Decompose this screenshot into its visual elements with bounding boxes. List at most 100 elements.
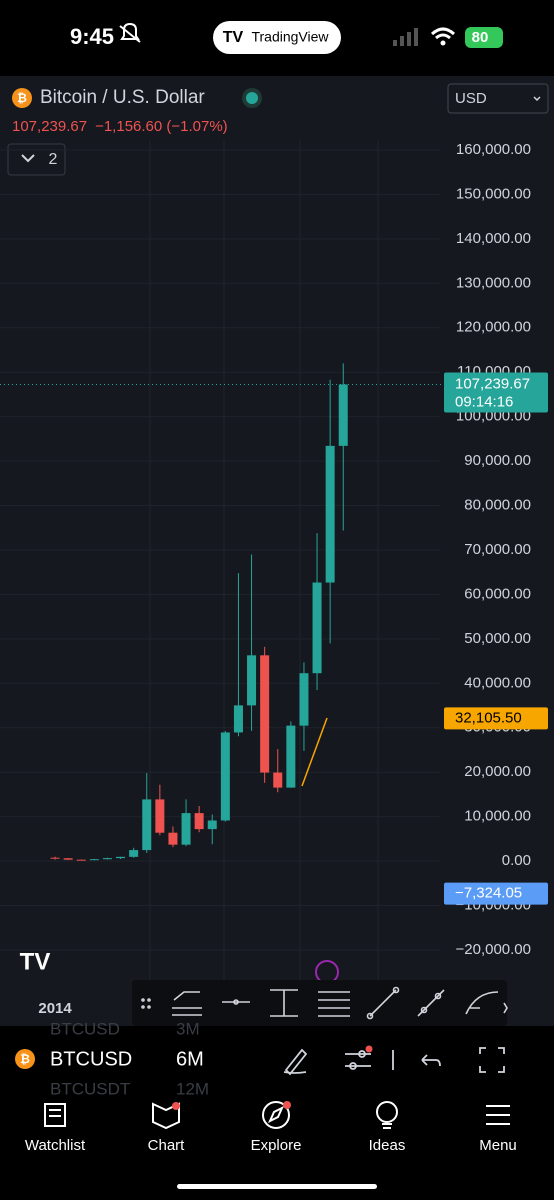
y-tick-label: 40,000.00 [464, 674, 531, 691]
candle-body [116, 856, 126, 859]
next-interval: 12M [176, 1079, 209, 1098]
watermark: TV [20, 948, 51, 975]
chevron [21, 154, 35, 163]
candle-body [260, 655, 270, 773]
candle-body [102, 858, 112, 860]
y-tick-label: 120,000.00 [456, 319, 531, 336]
market-status-dot [246, 92, 258, 104]
battery [465, 27, 503, 48]
wifi-icon [430, 27, 456, 40]
symbol-bar-icons[interactable] [283, 1047, 505, 1076]
symbol-icon [15, 1049, 35, 1069]
mute-icon [119, 22, 141, 43]
last-price: 107,239.67 [12, 118, 87, 135]
y-tick-label: 160,000.00 [456, 141, 531, 158]
y-tick-label: 140,000.00 [456, 230, 531, 247]
grid-layer [0, 149, 440, 951]
price-tag-label: 107,239.67 [455, 375, 530, 392]
x-tick-label: 2014 [38, 1000, 72, 1017]
coin-icon [12, 88, 32, 108]
candle-body [63, 858, 73, 860]
y-tick-label: 60,000.00 [464, 585, 531, 602]
drawing-toolbar [132, 980, 507, 1026]
candle-body [207, 820, 217, 830]
candle-body [286, 725, 296, 788]
candle-body [233, 705, 243, 733]
nav-icons [44, 1101, 510, 1130]
coin-glyph: ₿ [17, 91, 27, 105]
y-tick-label: 20,000.00 [464, 763, 531, 780]
price-change: −1,156.60 (−1.07%) [95, 118, 228, 135]
nav-item[interactable]: Explore [251, 1137, 302, 1154]
home-indicator [177, 1184, 377, 1189]
candle-body [142, 799, 152, 851]
currency-chevron [533, 96, 541, 102]
candle-body [168, 832, 178, 845]
candle-body [76, 859, 86, 861]
price-tag [444, 882, 548, 905]
chart-badge [172, 1102, 180, 1110]
y-tick-label: 10,000.00 [464, 808, 531, 825]
symbol-name[interactable]: Bitcoin / U.S. Dollar [40, 87, 205, 108]
chart-background [0, 76, 554, 1026]
app-name: TradingView [251, 29, 329, 45]
candle-body [325, 445, 335, 583]
prev-interval: 3M [176, 1019, 200, 1038]
wifi-dot [440, 40, 446, 46]
time-axis: 2014 [38, 1000, 72, 1017]
symbol[interactable]: BTCUSD [50, 1048, 132, 1070]
y-tick-label: −20,000.00 [456, 941, 532, 958]
y-tick-label: 70,000.00 [464, 541, 531, 558]
vertical-grid [149, 140, 379, 990]
nav-item[interactable]: Menu [479, 1137, 517, 1154]
price-tag [444, 707, 548, 730]
indicators-count: 2 [49, 151, 58, 168]
signal-icon [393, 28, 418, 46]
nav-item[interactable]: Ideas [369, 1137, 406, 1154]
candle-body [299, 673, 309, 726]
y-tick-label: 80,000.00 [464, 497, 531, 514]
price-tag-countdown: 09:14:16 [455, 393, 513, 410]
y-tick-label: 50,000.00 [464, 630, 531, 647]
nav: Watchlist Chart Explore Ideas Menu [25, 1137, 517, 1154]
bottom-background [0, 1026, 554, 1200]
app-pill [213, 21, 341, 54]
symbol-icon-glyph: ₿ [20, 1052, 30, 1066]
next-symbol: BTCUSDT [50, 1079, 130, 1098]
candle-body [338, 384, 348, 446]
trend-line-drawing[interactable] [301, 717, 328, 787]
interval[interactable]: 6M [176, 1048, 204, 1070]
drawing-tools [141, 986, 508, 1020]
indicators-toggle[interactable] [7, 143, 66, 176]
candle-body [50, 857, 60, 859]
currency-select[interactable] [447, 83, 549, 114]
currency: USD [455, 90, 487, 107]
candle-body [220, 732, 230, 821]
candle-body [273, 772, 283, 788]
battery-level: 80 [472, 29, 489, 46]
y-tick-label: 130,000.00 [456, 274, 531, 291]
candle-body [155, 799, 165, 833]
y-tick-label: 150,000.00 [456, 185, 531, 202]
nav-item[interactable]: Chart [148, 1137, 186, 1154]
price-tag [444, 372, 548, 413]
price-tag-label: 32,105.50 [455, 709, 522, 726]
y-tick-label: 0.00 [502, 852, 531, 869]
price-tag-label: −7,324.05 [455, 885, 522, 902]
settings-badge [365, 1045, 373, 1053]
candle-body [194, 813, 204, 830]
explore-badge [283, 1101, 291, 1109]
y-tick-label: 90,000.00 [464, 452, 531, 469]
candles [50, 363, 348, 861]
candle-body [129, 850, 139, 857]
app-logo: TV [223, 29, 244, 46]
candle-body [247, 655, 257, 706]
prev-symbol: BTCUSD [50, 1019, 120, 1038]
nav-item[interactable]: Watchlist [25, 1137, 86, 1154]
clock: 9:45 [70, 24, 114, 49]
candle-body [181, 813, 191, 845]
candle-body [312, 582, 322, 674]
